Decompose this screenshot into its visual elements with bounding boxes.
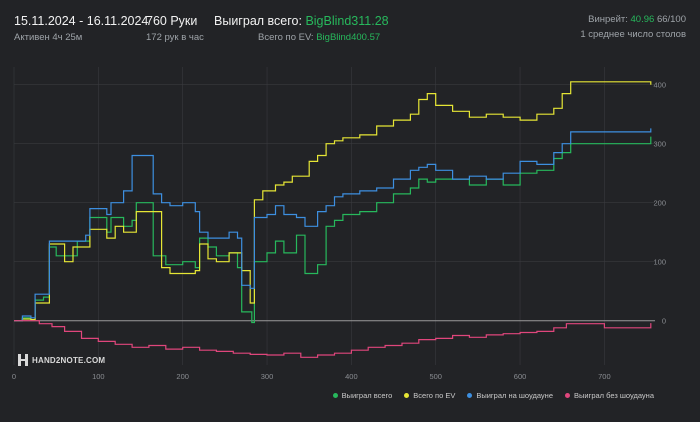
winrate-value: 40.96	[630, 14, 655, 25]
y-tick-label-1: 100	[653, 258, 666, 267]
header: 15.11.2024 - 16.11.2024 Активен 4ч 25м 7…	[14, 14, 686, 54]
hand2note-logo-icon	[18, 354, 28, 366]
x-tick-label-1: 100	[92, 372, 105, 381]
x-tick-label-2: 200	[176, 372, 189, 381]
hand2note-logo-text: HAND2NOTE.COM	[32, 355, 106, 365]
y-tick-label-2: 200	[653, 199, 666, 208]
y-tick-label-4: 400	[653, 81, 666, 90]
y-tick-label-0: 0	[662, 317, 666, 326]
legend-item-3[interactable]: Выиграл без шоудауна	[565, 391, 654, 400]
x-tick-label-7: 700	[598, 372, 611, 381]
won-total-label: Выиграл всего:	[214, 14, 302, 28]
session-winrate: Винрейт: 40.96 66/100 1 среднее число ст…	[580, 14, 686, 40]
y-tick-label-3: 300	[653, 140, 666, 149]
series-line-1	[14, 81, 652, 322]
hands-per-hour: 172 рук в час	[146, 32, 204, 43]
hand2note-logo: HAND2NOTE.COM	[18, 354, 105, 366]
series-line-0	[14, 136, 652, 324]
hands-count: 760 Руки	[146, 14, 198, 28]
x-tick-label-5: 500	[429, 372, 442, 381]
legend-dot-icon	[404, 393, 410, 398]
date-range: 15.11.2024 - 16.11.2024	[14, 14, 149, 28]
won-total-value: BigBlind311.28	[305, 14, 389, 28]
legend-label: Выиграл всего	[341, 391, 393, 400]
series-line-2	[14, 128, 652, 322]
legend-dot-icon	[467, 393, 473, 398]
x-tick-label-3: 300	[261, 372, 274, 381]
winrate-label: Винрейт:	[588, 14, 628, 25]
x-tick-label-0: 0	[12, 372, 16, 381]
legend-item-2[interactable]: Выиграл на шоудауне	[467, 391, 553, 400]
results-chart: 0 100 200 300 400 0 100 200 300 400 500 600 700	[12, 67, 666, 381]
ev-total-label: Всего по EV:	[258, 32, 314, 43]
session-results: Выиграл всего: BigBlind311.28 Всего по E…	[214, 14, 389, 43]
legend-dot-icon	[332, 393, 338, 398]
chart-grid	[13, 67, 655, 365]
legend-dot-icon	[565, 393, 570, 398]
ev-total-value: BigBlind400.57	[316, 32, 381, 43]
winrate-hands: 66/100	[656, 14, 686, 25]
legend-label: Выиграл на шоудауне	[476, 391, 553, 400]
legend-item-0[interactable]: Выиграл всего	[332, 391, 393, 400]
legend-label: Всего по EV	[413, 391, 456, 400]
active-time: Активен 4ч 25м	[14, 32, 83, 43]
x-tick-label-6: 600	[514, 372, 527, 381]
legend-item-1[interactable]: Всего по EV	[404, 391, 455, 400]
avg-tables: 1 среднее число столов	[580, 29, 686, 40]
series-line-3	[14, 320, 652, 358]
session-hands: 760 Руки 172 рук в час	[146, 14, 204, 43]
x-axis-ticks: 0 100 200 300 400 500 600 700	[12, 372, 611, 381]
session-dates: 15.11.2024 - 16.11.2024 Активен 4ч 25м	[14, 14, 148, 43]
chart-lines	[14, 81, 652, 358]
chart-legend: Выиграл всего Всего по EV Выиграл на шоуда…	[332, 391, 654, 400]
x-tick-label-4: 400	[345, 372, 358, 381]
y-axis-ticks: 0 100 200 300 400	[653, 81, 666, 326]
legend-label: Выиграл без шоудауна	[574, 391, 654, 400]
